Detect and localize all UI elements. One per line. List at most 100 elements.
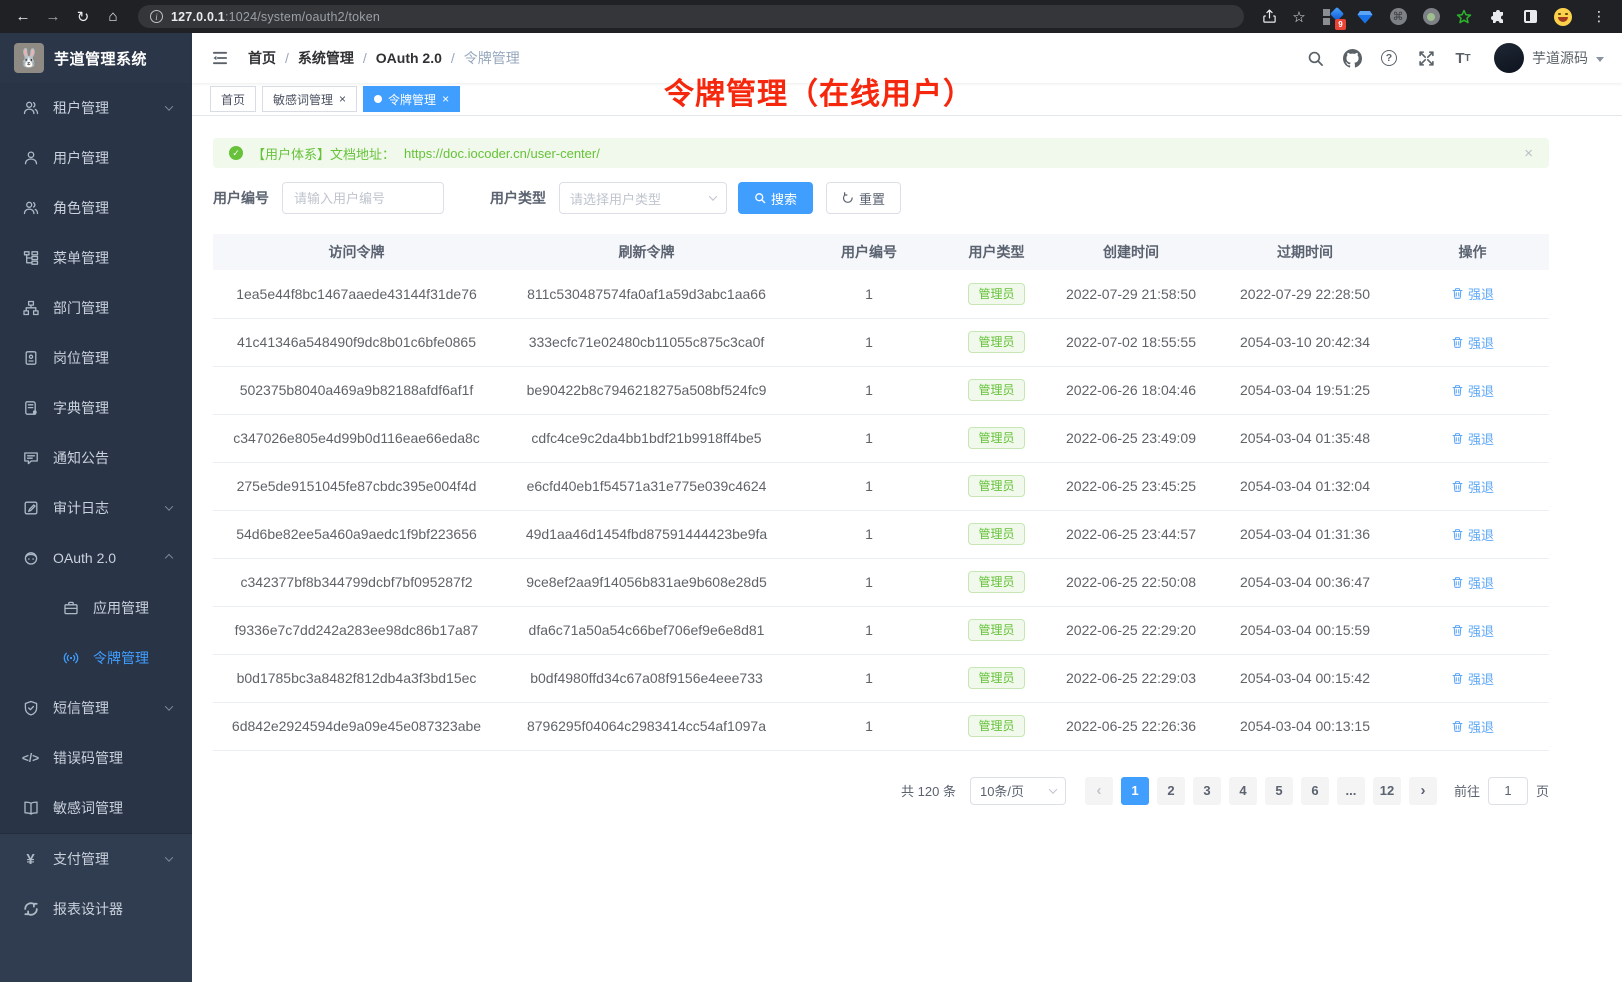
tab-home[interactable]: 首页 bbox=[210, 86, 257, 112]
next-page-button[interactable]: › bbox=[1408, 776, 1437, 805]
sidebar-item-tenant[interactable]: 租户管理 bbox=[0, 83, 192, 133]
page-button[interactable]: 6 bbox=[1300, 776, 1329, 805]
alert-link[interactable]: https://doc.iocoder.cn/user-center/ bbox=[404, 145, 600, 161]
star-extension-icon[interactable] bbox=[1454, 7, 1474, 27]
chevron-down-icon bbox=[164, 853, 174, 862]
prev-page-button[interactable]: ‹ bbox=[1084, 776, 1113, 805]
page-button[interactable]: 3 bbox=[1192, 776, 1221, 805]
browser-forward-button[interactable]: → bbox=[45, 8, 61, 25]
sidebar-item-oauth-apps[interactable]: 应用管理 bbox=[0, 583, 192, 633]
breadcrumb-system[interactable]: 系统管理 bbox=[297, 50, 354, 66]
reset-button[interactable]: 重置 bbox=[826, 182, 902, 214]
force-logout-button[interactable]: 强退 bbox=[1451, 333, 1494, 352]
browser-home-button[interactable]: ⌂ bbox=[108, 8, 118, 25]
tab-sensitive-words[interactable]: 敏感词管理 × bbox=[262, 86, 358, 112]
user-id-label: 用户编号 bbox=[213, 190, 269, 206]
collapse-sidebar-icon[interactable] bbox=[210, 48, 230, 68]
sidebar-item-report-designer[interactable]: 报表设计器 bbox=[0, 884, 192, 934]
sidebar-item-notice[interactable]: 通知公告 bbox=[0, 433, 192, 483]
sidebar-item-sensitive-words[interactable]: 敏感词管理 bbox=[0, 783, 192, 833]
user-menu[interactable]: 芋道源码 bbox=[1494, 43, 1604, 73]
puzzle-extensions-icon[interactable] bbox=[1487, 7, 1507, 27]
tab-token[interactable]: 令牌管理 × bbox=[363, 86, 461, 112]
sidebar-item-label: 岗位管理 bbox=[53, 350, 109, 366]
command-extension-icon[interactable]: ⌘ bbox=[1388, 7, 1408, 27]
chevron-down-icon bbox=[164, 502, 174, 511]
page-button[interactable]: 1 bbox=[1120, 776, 1149, 805]
force-logout-button[interactable]: 强退 bbox=[1451, 621, 1494, 640]
goto-page-input[interactable] bbox=[1487, 776, 1528, 805]
app-title: 芋道管理系统 bbox=[54, 50, 148, 68]
tree-list-icon bbox=[22, 250, 39, 267]
sidebar-item-dept[interactable]: 部门管理 bbox=[0, 283, 192, 333]
page-size-select[interactable]: 10条/页 bbox=[969, 776, 1066, 805]
user-id-cell: 1 bbox=[793, 366, 945, 415]
force-logout-button[interactable]: 强退 bbox=[1451, 573, 1494, 592]
sidebar-item-role[interactable]: 角色管理 bbox=[0, 183, 192, 233]
force-logout-button[interactable]: 强退 bbox=[1451, 717, 1494, 736]
browser-reload-button[interactable]: ↻ bbox=[76, 8, 90, 26]
sidebar-item-label: 错误码管理 bbox=[53, 750, 123, 766]
browser-menu-icon[interactable]: ⋮ bbox=[1592, 8, 1606, 24]
force-logout-button[interactable]: 强退 bbox=[1451, 525, 1494, 544]
site-info-icon[interactable]: i bbox=[150, 10, 163, 23]
force-logout-button[interactable]: 强退 bbox=[1451, 284, 1494, 303]
address-bar[interactable]: i 127.0.0.1:1024/system/oauth2/token bbox=[138, 5, 1244, 28]
close-icon[interactable]: × bbox=[1524, 144, 1533, 162]
access-token-cell: c342377bf8b344799dcbf7bf095287f2 bbox=[213, 558, 500, 607]
gem-extension-icon[interactable] bbox=[1355, 7, 1375, 27]
force-logout-button[interactable]: 强退 bbox=[1451, 381, 1494, 400]
fullscreen-icon[interactable] bbox=[1416, 48, 1436, 68]
sidebar-item-error-code[interactable]: </> 错误码管理 bbox=[0, 733, 192, 783]
sidebar-item-sms[interactable]: 短信管理 bbox=[0, 683, 192, 733]
close-icon[interactable]: × bbox=[339, 92, 347, 106]
close-icon[interactable]: × bbox=[442, 92, 450, 106]
page-button[interactable]: 2 bbox=[1156, 776, 1185, 805]
user-icon bbox=[22, 150, 39, 167]
extension-grid-icon[interactable]: 9 bbox=[1322, 6, 1346, 30]
page-button[interactable]: 5 bbox=[1264, 776, 1293, 805]
refresh-circle-icon bbox=[22, 901, 39, 918]
page-button[interactable]: 12 bbox=[1372, 776, 1401, 805]
user-id-input[interactable] bbox=[282, 182, 444, 214]
sidebar-item-payment[interactable]: ¥ 支付管理 bbox=[0, 834, 192, 884]
sidebar-item-post[interactable]: 岗位管理 bbox=[0, 333, 192, 383]
breadcrumb-oauth[interactable]: OAuth 2.0 bbox=[375, 50, 442, 66]
sidebar-item-audit-log[interactable]: 审计日志 bbox=[0, 483, 192, 533]
sidebar-item-dict[interactable]: 字典管理 bbox=[0, 383, 192, 433]
force-logout-button[interactable]: 强退 bbox=[1451, 429, 1494, 448]
broadcast-icon bbox=[62, 650, 79, 667]
created-cell: 2022-06-25 22:50:08 bbox=[1048, 558, 1214, 607]
sidebar-item-label: 敏感词管理 bbox=[53, 800, 123, 816]
profile-avatar-icon[interactable] bbox=[1553, 7, 1573, 27]
tabs-bar: 首页 敏感词管理 × 令牌管理 × bbox=[192, 83, 1622, 116]
page-button[interactable]: 4 bbox=[1228, 776, 1257, 805]
table-row: c347026e805e4d99b0d116eae66eda8c cdfc4ce… bbox=[213, 414, 1549, 463]
sidebar-item-oauth-tokens[interactable]: 令牌管理 bbox=[0, 633, 192, 683]
user-type-label: 用户类型 bbox=[490, 190, 546, 206]
more-pages-button[interactable]: ... bbox=[1336, 776, 1365, 805]
sidebar-item-label: OAuth 2.0 bbox=[53, 550, 117, 566]
sidebar-item-menu[interactable]: 菜单管理 bbox=[0, 233, 192, 283]
app-logo-header[interactable]: 🐰 芋道管理系统 bbox=[0, 33, 192, 83]
sidebar-toggle-icon[interactable] bbox=[1520, 7, 1540, 27]
dictionary-icon bbox=[22, 400, 39, 417]
sidebar-item-label: 支付管理 bbox=[53, 851, 109, 867]
record-extension-icon[interactable] bbox=[1421, 7, 1441, 27]
refresh-token-cell: b0df4980ffd34c67a08f9156e4eee733 bbox=[500, 654, 793, 703]
github-icon[interactable] bbox=[1342, 48, 1362, 68]
breadcrumb-home[interactable]: 首页 bbox=[248, 50, 276, 66]
user-type-select[interactable]: 请选择用户类型 bbox=[559, 182, 727, 214]
force-logout-button[interactable]: 强退 bbox=[1451, 477, 1494, 496]
alert-text: 【用户体系】文档地址： bbox=[252, 146, 396, 162]
bookmark-star-icon[interactable]: ☆ bbox=[1292, 8, 1306, 26]
browser-back-button[interactable]: ← bbox=[15, 8, 31, 25]
sidebar-item-oauth[interactable]: OAuth 2.0 bbox=[0, 533, 192, 583]
search-button[interactable]: 搜索 bbox=[738, 182, 814, 214]
force-logout-button[interactable]: 强退 bbox=[1451, 669, 1494, 688]
search-icon[interactable] bbox=[1305, 48, 1325, 68]
help-icon[interactable]: ? bbox=[1379, 48, 1399, 68]
share-icon[interactable] bbox=[1256, 4, 1282, 30]
sidebar-item-user[interactable]: 用户管理 bbox=[0, 133, 192, 183]
